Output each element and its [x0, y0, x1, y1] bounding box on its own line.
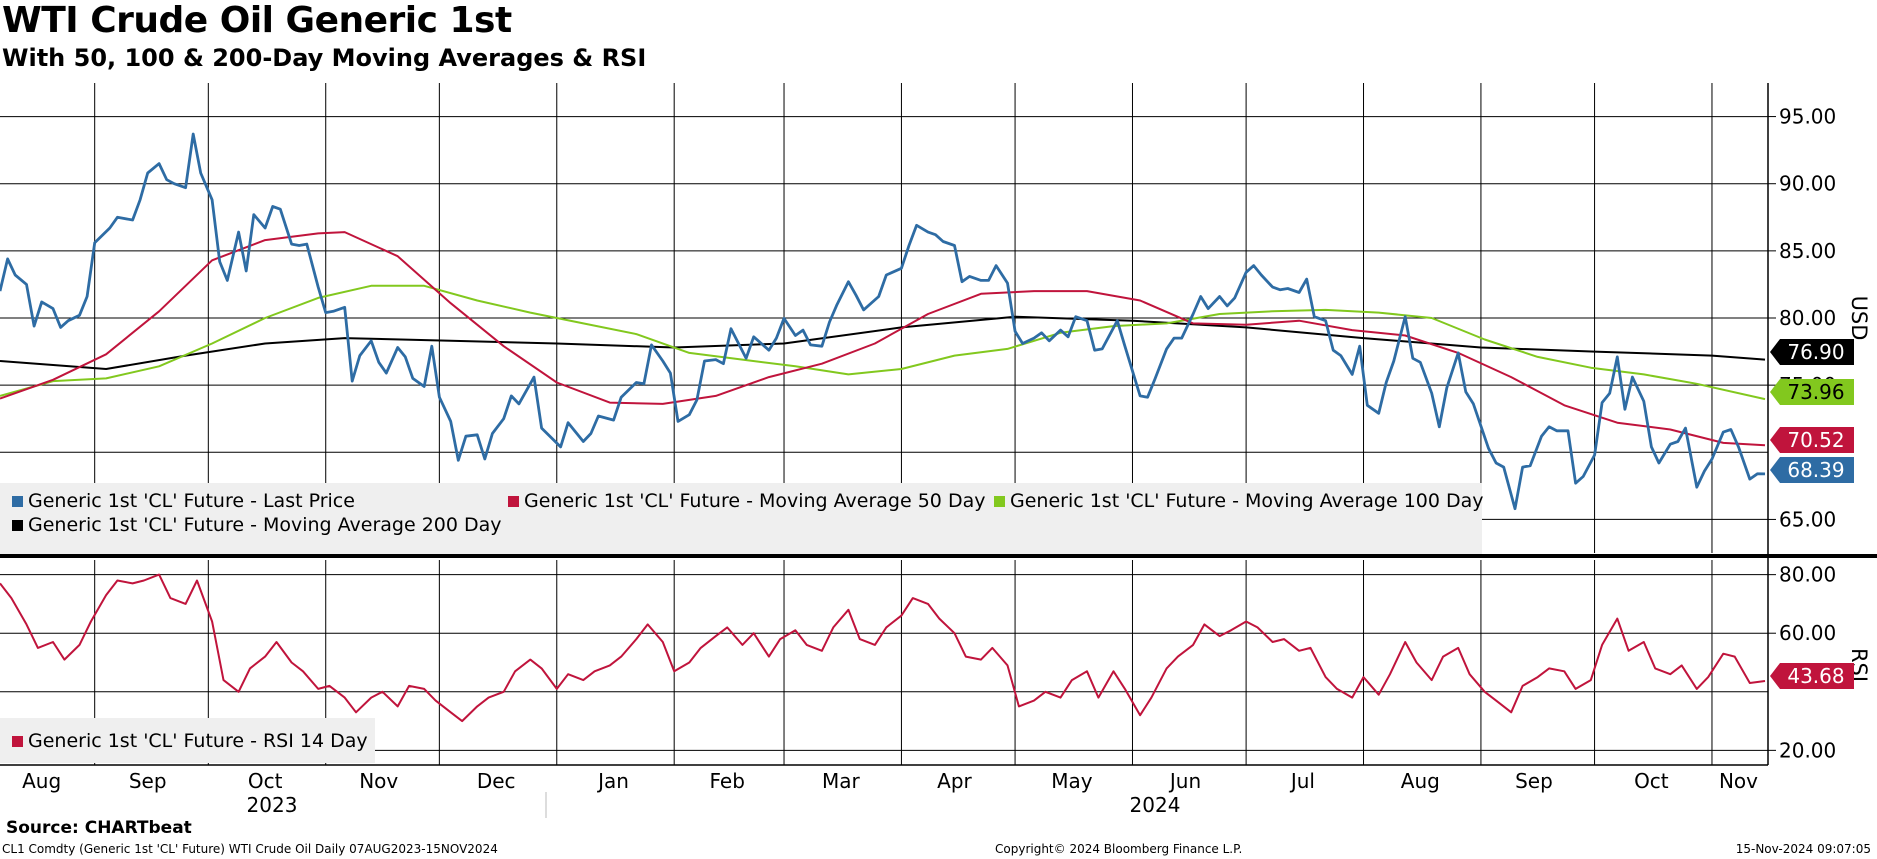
x-year-label: 2023 — [247, 793, 298, 817]
x-month-label: Jan — [596, 769, 629, 793]
price-ytick-label: 90.00 — [1779, 172, 1836, 196]
tag-ma50-box — [1770, 427, 1854, 453]
legend-label-ma50: Generic 1st 'CL' Future - Moving Average… — [524, 490, 985, 512]
x-month-label: Dec — [477, 769, 516, 793]
x-month-label: Feb — [709, 769, 744, 793]
price-ytick-label: 95.00 — [1779, 105, 1836, 129]
source-label: Source: CHARTbeat — [6, 818, 192, 838]
price-ytick-label: 80.00 — [1779, 306, 1836, 330]
security-descriptor: CL1 Comdty (Generic 1st 'CL' Future) WTI… — [2, 842, 498, 856]
legend-swatch-ma50 — [508, 496, 519, 507]
tag-ma50-value: 70.52 — [1787, 428, 1844, 452]
page-subtitle: With 50, 100 & 200-Day Moving Averages &… — [2, 44, 647, 72]
tag-ma100-value: 73.96 — [1787, 380, 1844, 404]
legend-swatch-price — [12, 496, 23, 507]
x-month-label: Oct — [1634, 769, 1669, 793]
legend-swatch-rsi — [12, 736, 23, 747]
price-ytick-label: 65.00 — [1779, 507, 1836, 531]
x-month-label: Sep — [1515, 769, 1553, 793]
rsi-ytick-label: 80.00 — [1779, 563, 1836, 587]
price-ytick-label: 85.00 — [1779, 239, 1836, 263]
x-month-label: Sep — [129, 769, 167, 793]
series-ma50-line — [0, 231, 1766, 447]
tag-ma200-box — [1770, 339, 1854, 365]
legend-label-price: Generic 1st 'CL' Future - Last Price — [28, 490, 355, 512]
x-month-label: Nov — [1719, 769, 1758, 793]
series-ma200-line — [0, 315, 1766, 370]
page-title: WTI Crude Oil Generic 1st — [2, 0, 512, 41]
legend-label-rsi: Generic 1st 'CL' Future - RSI 14 Day — [28, 730, 368, 752]
series-last-price-line — [0, 132, 1766, 511]
rsi-ytick-label: 20.00 — [1779, 738, 1836, 762]
x-month-label: Apr — [937, 769, 972, 793]
tag-rsi-value: 43.68 — [1787, 664, 1844, 688]
x-month-label: Nov — [359, 769, 398, 793]
price-legend-bg — [0, 483, 1482, 554]
x-year-label: 2024 — [1130, 793, 1181, 817]
tag-last-price-value: 68.39 — [1787, 458, 1844, 482]
tag-last-price: 68.39 — [1770, 457, 1854, 483]
tag-ma50: 70.52 — [1770, 427, 1854, 453]
tag-rsi-box — [1770, 663, 1854, 689]
tag-ma100: 73.96 — [1770, 379, 1854, 405]
tag-ma200: 76.90 — [1770, 339, 1854, 365]
x-month-label: Jul — [1289, 769, 1315, 793]
price-axis-title: USD — [1847, 296, 1871, 341]
legend-swatch-ma100 — [994, 496, 1005, 507]
chart: 95.0090.0085.0080.0075.0065.0080.0060.00… — [0, 83, 1877, 818]
tag-ma100-box — [1770, 379, 1854, 405]
series-ma100-line — [0, 284, 1766, 401]
legend-label-ma200: Generic 1st 'CL' Future - Moving Average… — [28, 514, 502, 536]
x-month-label: Mar — [822, 769, 861, 793]
x-month-label: Aug — [1401, 769, 1440, 793]
legend-label-ma100: Generic 1st 'CL' Future - Moving Average… — [1010, 490, 1484, 512]
series-rsi-line — [0, 573, 1766, 723]
tag-last-price-box — [1770, 457, 1854, 483]
x-month-label: May — [1051, 769, 1093, 793]
x-month-label: Jun — [1168, 769, 1201, 793]
tag-rsi: 43.68 — [1770, 663, 1854, 689]
rsi-legend-bg — [0, 718, 375, 763]
x-month-label: Aug — [22, 769, 61, 793]
rsi-ytick-label: 60.00 — [1779, 621, 1836, 645]
tag-ma200-value: 76.90 — [1787, 340, 1844, 364]
copyright-note: Copyright© 2024 Bloomberg Finance L.P. — [995, 842, 1243, 856]
timestamp: 15-Nov-2024 09:07:05 — [1735, 842, 1871, 856]
legend-swatch-ma200 — [12, 520, 23, 531]
x-month-label: Oct — [248, 769, 283, 793]
